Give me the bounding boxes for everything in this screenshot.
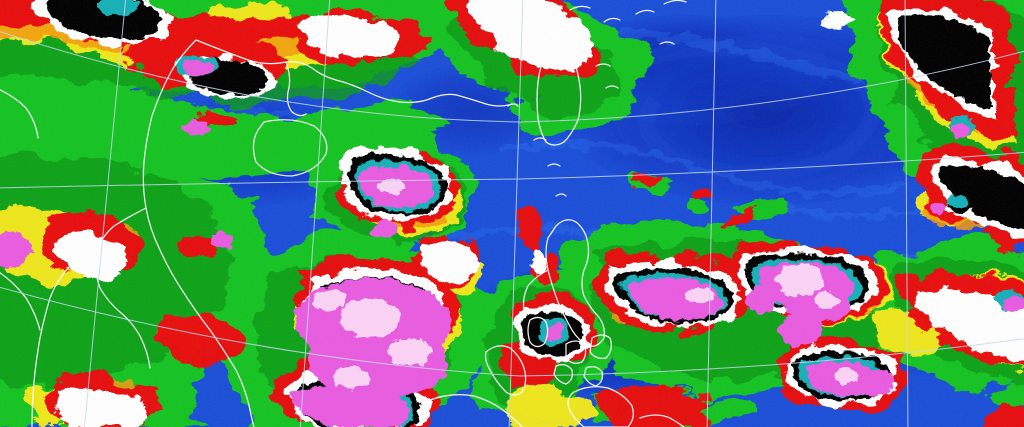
- satellite-image-viewer: [0, 0, 1024, 427]
- sensor-noise-overlay: [0, 0, 1024, 427]
- infrared-satellite-image: [0, 0, 1024, 427]
